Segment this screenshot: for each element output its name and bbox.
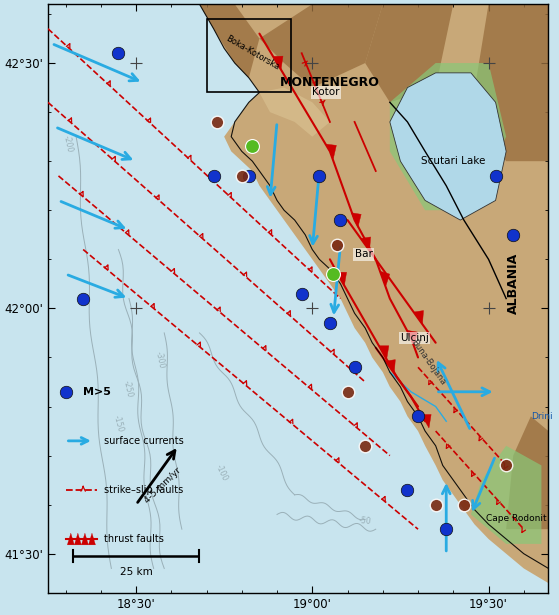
Polygon shape bbox=[421, 415, 431, 428]
Text: surface currents: surface currents bbox=[105, 436, 184, 446]
Text: -50: -50 bbox=[358, 516, 372, 526]
Text: -100: -100 bbox=[214, 462, 229, 482]
Text: Cape Rodonit: Cape Rodonit bbox=[486, 515, 547, 523]
Polygon shape bbox=[337, 272, 347, 286]
Text: Ulcinj: Ulcinj bbox=[400, 333, 429, 343]
Polygon shape bbox=[380, 271, 390, 287]
Text: -300: -300 bbox=[154, 351, 166, 369]
Polygon shape bbox=[351, 213, 361, 228]
Polygon shape bbox=[379, 346, 389, 359]
Text: Kotor: Kotor bbox=[312, 87, 340, 98]
Text: ALBANIA: ALBANIA bbox=[506, 253, 520, 314]
Polygon shape bbox=[259, 4, 383, 87]
Polygon shape bbox=[386, 360, 395, 373]
Polygon shape bbox=[471, 446, 542, 544]
Polygon shape bbox=[273, 56, 283, 69]
Polygon shape bbox=[200, 4, 259, 77]
Text: thrust faults: thrust faults bbox=[105, 534, 164, 544]
Polygon shape bbox=[390, 73, 506, 220]
Polygon shape bbox=[361, 237, 371, 251]
Text: Bar: Bar bbox=[354, 250, 372, 260]
Text: -200: -200 bbox=[62, 135, 74, 153]
Text: 25 km: 25 km bbox=[120, 567, 153, 577]
Polygon shape bbox=[390, 63, 506, 210]
Text: M>5: M>5 bbox=[83, 387, 111, 397]
Text: Drini: Drini bbox=[531, 412, 552, 421]
Polygon shape bbox=[414, 311, 424, 324]
Bar bbox=[206, 19, 291, 92]
Polygon shape bbox=[408, 330, 418, 345]
Polygon shape bbox=[82, 533, 88, 545]
Polygon shape bbox=[67, 533, 74, 545]
Text: strike–slip faults: strike–slip faults bbox=[105, 485, 183, 495]
Polygon shape bbox=[200, 4, 548, 583]
Polygon shape bbox=[471, 4, 548, 161]
Text: -150: -150 bbox=[111, 414, 125, 433]
Text: 4-5 mm/yr: 4-5 mm/yr bbox=[143, 466, 183, 505]
Polygon shape bbox=[365, 4, 453, 102]
Polygon shape bbox=[259, 87, 330, 137]
Text: Buna-Bojana: Buna-Bojana bbox=[410, 338, 448, 387]
Polygon shape bbox=[506, 416, 548, 529]
Text: Scutari Lake: Scutari Lake bbox=[421, 156, 485, 166]
Text: MONTENEGRO: MONTENEGRO bbox=[280, 76, 380, 89]
Polygon shape bbox=[88, 533, 96, 545]
Polygon shape bbox=[74, 533, 82, 545]
Text: Boka-Kotorska: Boka-Kotorska bbox=[224, 34, 281, 72]
Polygon shape bbox=[326, 144, 337, 159]
Text: -250: -250 bbox=[122, 380, 134, 399]
